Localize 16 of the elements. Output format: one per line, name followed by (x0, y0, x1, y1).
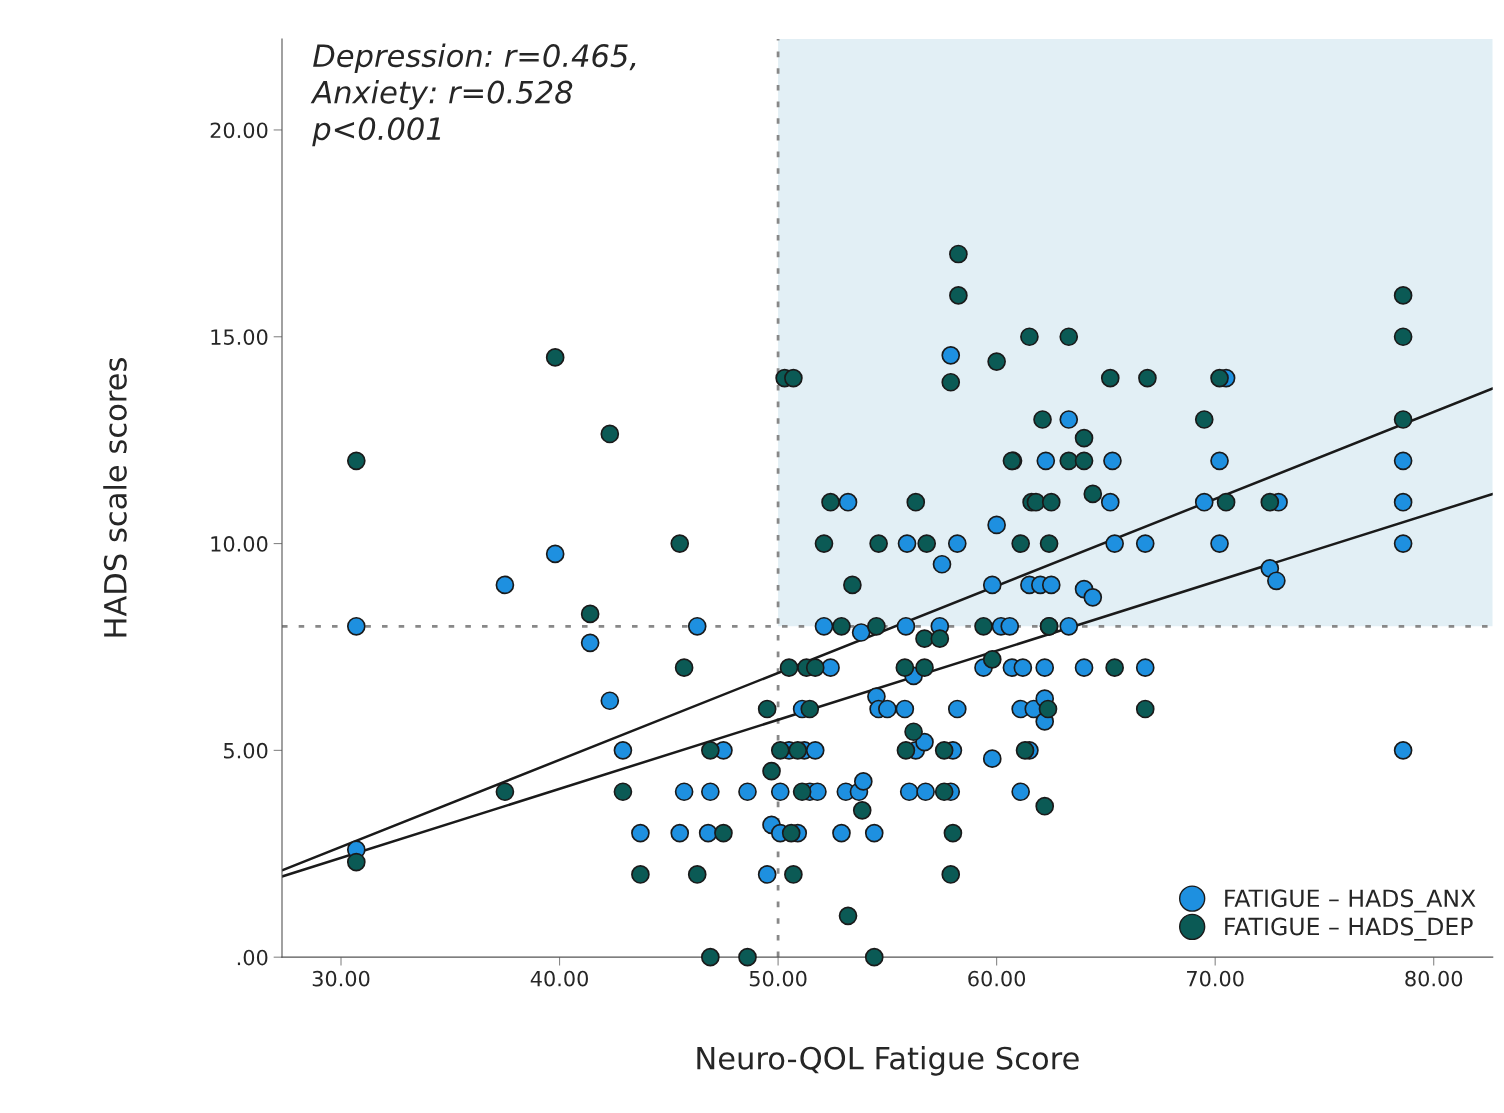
y-tick-label: 5.00 (224, 742, 268, 759)
x-tick-label: 60.00 (968, 970, 1026, 987)
x-axis-title: Neuro-QOL Fatigue Score (697, 1046, 1079, 1076)
y-axis-title: HADS scale scores (103, 358, 127, 637)
x-tick-label: 30.00 (312, 970, 370, 987)
y-tick-label: 10.00 (211, 536, 268, 552)
x-tick-label: 40.00 (530, 970, 588, 987)
x-tick-label: 80.00 (1405, 970, 1463, 987)
annotation: Depression: r=0.465, Anxiety: r=0.528 p<0.001 (310, 43, 636, 147)
y-tick-label: 20.00 (210, 122, 268, 139)
legend-label: FATIGUE – HADS_DEP (1225, 917, 1473, 941)
legend-label: FATIGUE – HADS_ANX (1225, 889, 1476, 913)
x-tick-label: 70.00 (1187, 970, 1244, 987)
y-tick-label: .00 (237, 949, 268, 966)
y-tick-label: 15.00 (211, 329, 268, 345)
x-tick-label: 50.00 (749, 970, 807, 987)
